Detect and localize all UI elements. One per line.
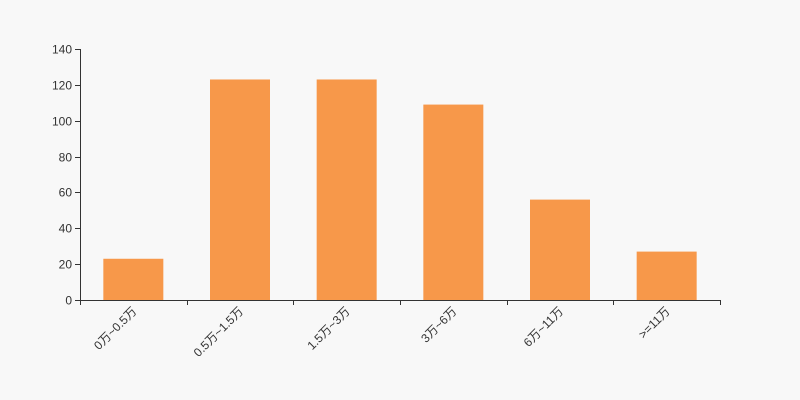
bar bbox=[530, 199, 590, 300]
bar bbox=[103, 258, 164, 300]
x-tick-label: 6万~11万 bbox=[521, 304, 566, 349]
y-tick-label: 60 bbox=[59, 186, 73, 200]
y-tick-label: 120 bbox=[52, 79, 72, 93]
bar bbox=[316, 79, 377, 300]
bar bbox=[636, 251, 697, 300]
x-tick-label: >=11万 bbox=[636, 304, 673, 341]
bar bbox=[423, 104, 484, 300]
y-tick-label: 40 bbox=[59, 222, 73, 236]
bar bbox=[210, 79, 270, 300]
x-tick-label: 0万~0.5万 bbox=[91, 304, 139, 352]
y-tick-label: 0 bbox=[65, 294, 72, 308]
y-tick-label: 20 bbox=[59, 258, 73, 272]
x-tick-label: 3万~6万 bbox=[418, 304, 459, 345]
y-tick-label: 140 bbox=[52, 43, 72, 57]
x-tick-label: 1.5万~3万 bbox=[304, 304, 352, 352]
y-tick-label: 100 bbox=[52, 115, 72, 129]
y-tick-label: 80 bbox=[59, 151, 73, 165]
x-tick-label: 0.5万~1.5万 bbox=[191, 304, 246, 359]
